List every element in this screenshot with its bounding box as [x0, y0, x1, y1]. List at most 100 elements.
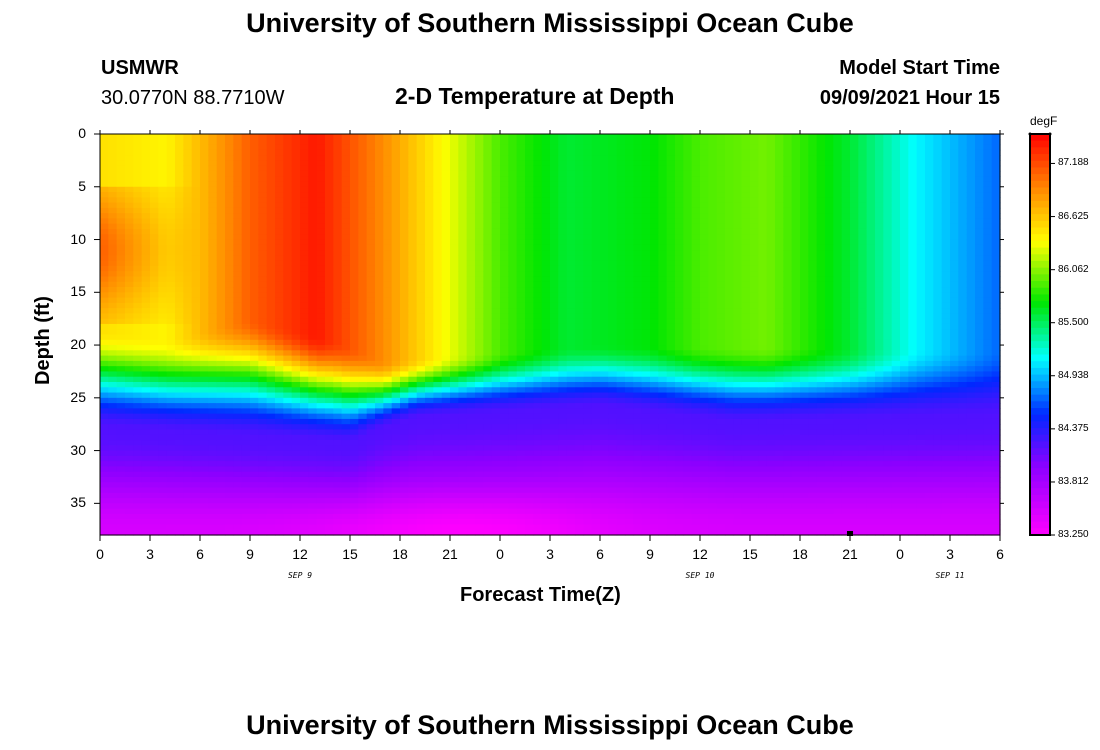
heatmap-cell: [608, 207, 618, 214]
heatmap-cell: [366, 366, 376, 373]
heatmap-cell: [616, 381, 626, 388]
heatmap-cell: [225, 234, 234, 241]
heatmap-cell: [175, 371, 184, 378]
heatmap-cell: [416, 434, 426, 441]
heatmap-cell: [191, 287, 201, 293]
heatmap-cell: [358, 155, 368, 161]
heatmap-cell: [350, 366, 359, 373]
heatmap-cell: [516, 345, 526, 351]
heatmap-cell: [491, 255, 501, 262]
heatmap-cell: [591, 450, 601, 457]
heatmap-cell: [150, 297, 159, 304]
heatmap-cell: [358, 381, 368, 388]
heatmap-cell: [550, 529, 559, 536]
heatmap-cell: [275, 508, 284, 515]
heatmap-cell: [200, 176, 209, 183]
heatmap-cell: [191, 440, 201, 446]
heatmap-cell: [608, 371, 618, 378]
heatmap-cell: [108, 134, 118, 140]
heatmap-cell: [641, 308, 651, 314]
heatmap: [100, 134, 1001, 536]
heatmap-cell: [216, 371, 226, 378]
heatmap-cell: [183, 455, 193, 462]
heatmap-cell: [141, 498, 151, 504]
heatmap-cell: [125, 287, 134, 293]
heatmap-cell: [500, 181, 509, 188]
heatmap-cell: [133, 134, 143, 140]
heatmap-cell: [416, 376, 426, 383]
heatmap-cell: [166, 429, 176, 436]
heatmap-cell: [608, 334, 618, 341]
heatmap-cell: [300, 371, 309, 378]
heatmap-cell: [191, 297, 201, 304]
heatmap-cell: [341, 329, 351, 336]
heatmap-cell: [258, 149, 268, 156]
heatmap-cell: [583, 144, 593, 151]
heatmap-cell: [541, 202, 551, 209]
heatmap-cell: [175, 455, 184, 462]
heatmap-cell: [208, 424, 218, 431]
heatmap-cell: [116, 355, 126, 362]
heatmap-cell: [166, 271, 176, 278]
heatmap-cell: [475, 213, 484, 220]
heatmap-cell: [141, 492, 151, 499]
heatmap-cell: [608, 339, 618, 346]
heatmap-cell: [108, 360, 118, 367]
heatmap-cell: [208, 360, 218, 367]
heatmap-cell: [116, 513, 126, 520]
heatmap-cell: [125, 450, 134, 457]
heatmap-cell: [475, 223, 484, 230]
heatmap-cell: [316, 223, 326, 230]
heatmap-cell: [350, 186, 359, 193]
heatmap-cell: [175, 149, 184, 156]
heatmap-cell: [241, 139, 251, 146]
heatmap-cell: [600, 434, 609, 441]
heatmap-cell: [158, 318, 168, 325]
heatmap-cell: [200, 297, 209, 304]
heatmap-cell: [416, 297, 426, 304]
heatmap-cell: [525, 376, 534, 383]
heatmap-cell: [341, 371, 351, 378]
heatmap-cell: [433, 239, 443, 246]
heatmap-cell: [116, 434, 126, 441]
heatmap-cell: [158, 371, 168, 378]
heatmap-cell: [366, 271, 376, 278]
heatmap-cell: [141, 181, 151, 188]
heatmap-cell: [316, 192, 326, 198]
heatmap-cell: [566, 450, 576, 457]
heatmap-cell: [325, 345, 334, 351]
heatmap-cell: [275, 292, 284, 299]
heatmap-cell: [108, 181, 118, 188]
heatmap-cell: [141, 144, 151, 151]
heatmap-cell: [208, 308, 218, 314]
heatmap-cell: [491, 350, 501, 357]
heatmap-cell: [375, 355, 384, 362]
heatmap-cell: [483, 323, 493, 330]
heatmap-cell: [358, 329, 368, 336]
heatmap-cell: [608, 302, 618, 309]
heatmap-cell: [216, 524, 226, 531]
heatmap-cell: [516, 455, 526, 462]
heatmap-cell: [466, 271, 476, 278]
heatmap-cell: [200, 424, 209, 431]
heatmap-cell: [216, 508, 226, 515]
heatmap-cell: [591, 339, 601, 346]
heatmap-cell: [358, 339, 368, 346]
heatmap-cell: [616, 498, 626, 504]
heatmap-cell: [191, 476, 201, 483]
heatmap-cell: [566, 244, 576, 251]
heatmap-cell: [108, 176, 118, 183]
heatmap-cell: [591, 424, 601, 431]
heatmap-cell: [283, 381, 293, 388]
heatmap-cell: [583, 413, 593, 420]
heatmap-cell: [183, 265, 193, 272]
heatmap-cell: [225, 218, 234, 225]
heatmap-cell: [458, 334, 468, 341]
heatmap-cell: [483, 350, 493, 357]
heatmap-cell: [408, 239, 418, 246]
heatmap-cell: [308, 403, 318, 409]
heatmap-cell: [591, 345, 601, 351]
heatmap-cell: [341, 134, 351, 140]
heatmap-cell: [416, 445, 426, 452]
heatmap-cell: [233, 176, 243, 183]
